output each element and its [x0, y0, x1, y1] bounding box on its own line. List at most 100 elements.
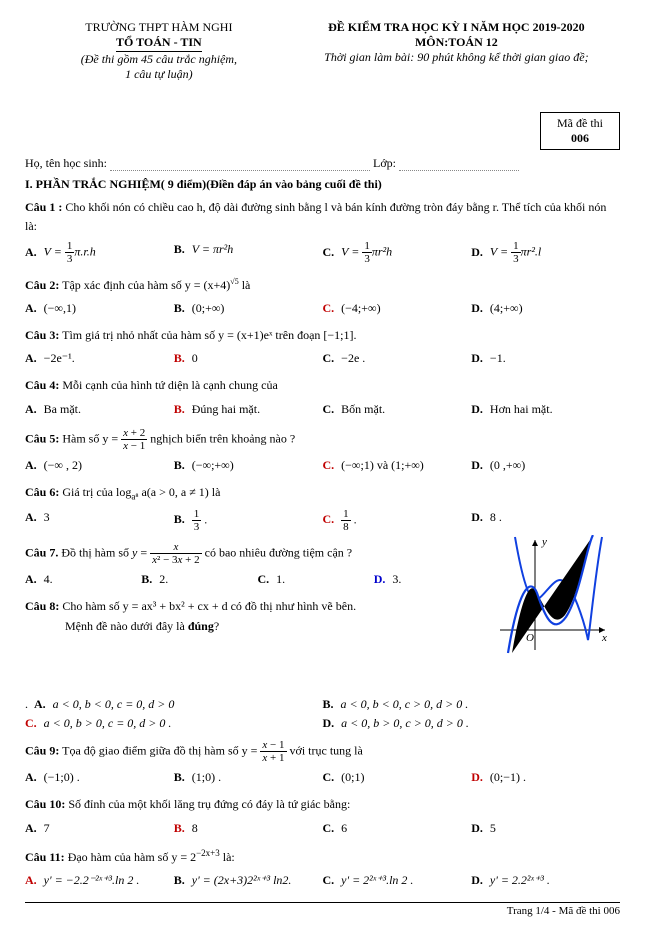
page-header: TRƯỜNG THPT HÀM NGHI TỔ TOÁN - TIN (Đề t…	[25, 20, 620, 82]
school-name: TRƯỜNG THPT HÀM NGHI	[25, 20, 293, 35]
q7-b: 2.	[159, 572, 168, 586]
q2-text: Tập xác định của hàm số y = (x+4)	[62, 278, 230, 292]
q4-d: Hơn hai mặt.	[490, 402, 553, 416]
question-1: Câu 1 : Cho khối nón có chiều cao h, độ …	[25, 198, 620, 268]
q5-d: (0 ,+∞)	[490, 458, 525, 472]
q5-text1: Hàm số y =	[62, 431, 121, 445]
q8-b: a < 0, b < 0, c > 0, d > 0 .	[341, 697, 469, 711]
q8-a: a < 0, b < 0, c = 0, d > 0	[53, 697, 175, 711]
svg-text:O: O	[526, 632, 534, 644]
q8-d: a < 0, b > 0, c > 0, d > 0 .	[341, 716, 469, 730]
q2-c: (−4;+∞)	[341, 301, 380, 315]
q10-b: 8	[192, 821, 198, 835]
q2-text2: là	[242, 278, 251, 292]
name-label: Họ, tên học sinh:	[25, 156, 107, 170]
exam-code-box: Mã đề thi 006	[540, 112, 620, 150]
question-7: Câu 7. Đồ thị hàm số y = xx² − 3x + 2 có…	[25, 541, 490, 591]
q6-c-d: 8	[341, 521, 351, 533]
q6-label: Câu 6:	[25, 485, 59, 499]
question-5: Câu 5: Hàm số y = x + 2x − 1 nghịch biến…	[25, 427, 620, 477]
q11-text: Đạo hàm của hàm số y = 2	[68, 850, 196, 864]
q4-b: Đúng hai mặt.	[192, 402, 260, 416]
q5-text2: nghịch biến trên khoảng nào ?	[150, 431, 295, 445]
q9-text2: với trục tung là	[290, 743, 363, 757]
q4-c: Bốn mặt.	[341, 402, 385, 416]
code-label: Mã đề thi	[557, 116, 603, 131]
q11-c: y' = 2²ˣ⁺³.ln 2 .	[341, 873, 413, 887]
q9-label: Câu 9:	[25, 743, 59, 757]
q8-options: . A. a < 0, b < 0, c = 0, d > 0 B. a < 0…	[25, 695, 620, 733]
q9-b: (1;0) .	[192, 770, 221, 784]
q10-label: Câu 10:	[25, 797, 65, 811]
q3-a: −2e⁻¹.	[44, 351, 75, 365]
q9-a: (−1;0) .	[44, 770, 80, 784]
q11-label: Câu 11:	[25, 850, 65, 864]
dept-name: TỔ TOÁN - TIN	[116, 35, 202, 52]
question-9: Câu 9: Tọa độ giao điểm giữa đồ thị hàm …	[25, 739, 620, 789]
q8-text: Cho hàm số y = ax³ + bx² + cx + d có đồ …	[62, 599, 356, 613]
q5-b: (−∞;+∞)	[192, 458, 234, 472]
q6-a: 3	[44, 510, 50, 524]
q4-label: Câu 4:	[25, 378, 59, 392]
q8-c: a < 0, b > 0, c = 0, d > 0 .	[44, 716, 172, 730]
q2-d: (4;+∞)	[490, 301, 523, 315]
cubic-graph: x y O	[490, 535, 620, 655]
exam-note2: 1 câu tự luận)	[25, 67, 293, 82]
q5-a: (−∞ , 2)	[44, 458, 82, 472]
question-2: Câu 2: Tập xác định của hàm số y = (x+4)…	[25, 274, 620, 320]
q1-b: V = πr²h	[192, 242, 234, 256]
question-11: Câu 11: Đạo hàm của hàm số y = 2−2x+3 là…	[25, 846, 620, 892]
q11-text2: là:	[223, 850, 235, 864]
q11-d: y' = 2.2²ˣ⁺³ .	[490, 873, 550, 887]
q1-text: Cho khối nón có chiều cao h, độ dài đườn…	[25, 200, 606, 233]
q6-d: 8 .	[490, 510, 502, 524]
q7-c: 1.	[276, 572, 285, 586]
q3-c: −2e .	[341, 351, 365, 365]
q8-label: Câu 8:	[25, 599, 59, 613]
q4-a: Ba mặt.	[44, 402, 81, 416]
class-blank	[399, 170, 519, 171]
q11-b: y' = (2x+3)2²ˣ⁺³ ln2.	[192, 873, 292, 887]
q1-d: V =	[490, 245, 511, 259]
question-6: Câu 6: Giá trị của loga⁸ a(a > 0, a ≠ 1)…	[25, 483, 620, 535]
q4-text: Mỗi cạnh của hình tứ diện là cạnh chung …	[62, 378, 277, 392]
question-8: Câu 8: Cho hàm số y = ax³ + bx² + cx + d…	[25, 597, 490, 635]
q5-label: Câu 5:	[25, 431, 59, 445]
q3-text: Tìm giá trị nhỏ nhất của hàm số y = (x+1…	[62, 328, 356, 342]
q10-text: Số đỉnh của một khối lăng trụ đứng có đá…	[68, 797, 350, 811]
question-4: Câu 4: Mỗi cạnh của hình tứ diện là cạnh…	[25, 376, 620, 420]
q2-a: (−∞,1)	[44, 301, 76, 315]
exam-title: ĐỀ KIỂM TRA HỌC KỲ I NĂM HỌC 2019-2020	[293, 20, 620, 35]
page-footer: Trang 1/4 - Mã đề thi 006	[25, 902, 620, 917]
question-10: Câu 10: Số đỉnh của một khối lăng trụ đứ…	[25, 795, 620, 839]
q6-text2: a(a > 0, a ≠ 1) là	[141, 485, 220, 499]
q10-c: 6	[341, 821, 347, 835]
code-value: 006	[557, 131, 603, 146]
q1-a: V =	[44, 245, 65, 259]
exam-time: Thời gian làm bài: 90 phút không kể thời…	[293, 50, 620, 65]
q3-d: −1.	[490, 351, 506, 365]
q6-b-n: 1	[192, 508, 202, 521]
q7-text2: có bao nhiêu đường tiệm cận ?	[205, 545, 352, 559]
q7-text1: Đồ thị hàm số	[61, 545, 132, 559]
q5-c: (−∞;1) và (1;+∞)	[341, 458, 424, 472]
section-1-title: I. PHẦN TRẮC NGHIỆM( 9 điểm)(Điền đáp án…	[25, 177, 620, 192]
exam-subject: MÔN:TOÁN 12	[293, 35, 620, 50]
q9-c: (0;1)	[341, 770, 364, 784]
q2-b: (0;+∞)	[192, 301, 225, 315]
q11-a: y' = −2.2⁻²ˣ⁺³.ln 2 .	[44, 873, 140, 887]
class-label: Lớp:	[373, 156, 396, 170]
q9-d: (0;−1) .	[490, 770, 526, 784]
q7-label: Câu 7.	[25, 545, 58, 559]
name-blank	[110, 170, 370, 171]
svg-text:x: x	[601, 632, 607, 644]
q1-c: V =	[341, 245, 362, 259]
q6-c-n: 1	[341, 508, 351, 521]
exam-note1: (Đề thi gồm 45 câu trắc nghiệm,	[25, 52, 293, 67]
q3-label: Câu 3:	[25, 328, 59, 342]
q1-label: Câu 1 :	[25, 200, 62, 214]
q10-d: 5	[490, 821, 496, 835]
svg-text:y: y	[541, 536, 547, 548]
q6-text: Giá trị của log	[62, 485, 131, 499]
q6-b-d: 3	[192, 521, 202, 533]
